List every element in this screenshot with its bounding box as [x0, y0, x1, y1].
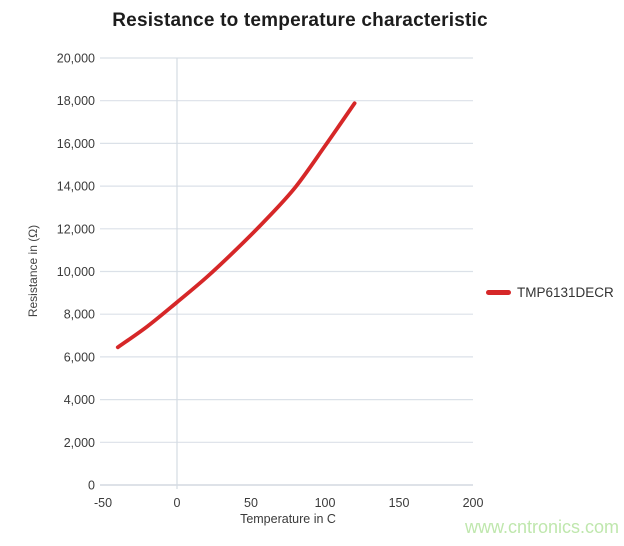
legend-label: TMP6131DECR	[517, 285, 614, 300]
chart-title: Resistance to temperature characteristic	[112, 10, 488, 31]
legend: TMP6131DECR	[486, 285, 614, 300]
y-tick-label: 8,000	[64, 308, 95, 322]
y-tick-label: 16,000	[57, 137, 95, 151]
y-tick-label: 20,000	[57, 52, 95, 66]
y-tick-label: 14,000	[57, 180, 95, 194]
series-curve	[115, 101, 357, 350]
y-axis-label: Resistance in (Ω)	[26, 224, 40, 318]
watermark: www.cntronics.com	[464, 517, 619, 537]
y-tick-label: 12,000	[57, 222, 95, 236]
x-tick-label: 200	[463, 496, 484, 510]
x-axis-label: Temperature in C	[240, 512, 336, 526]
y-tick-label: 10,000	[57, 265, 95, 279]
y-tick-label: 0	[88, 479, 95, 493]
x-tick-label: -50	[94, 496, 112, 510]
y-tick-label: 6,000	[64, 350, 95, 364]
legend-line-swatch	[486, 290, 511, 295]
y-tick-label: 4,000	[64, 393, 95, 407]
x-tick-label: 50	[244, 496, 258, 510]
x-tick-label: 100	[315, 496, 336, 510]
x-tick-label: 150	[389, 496, 410, 510]
y-tick-label: 18,000	[57, 94, 95, 108]
x-tick-label: 0	[174, 496, 181, 510]
y-tick-label: 2,000	[64, 436, 95, 450]
